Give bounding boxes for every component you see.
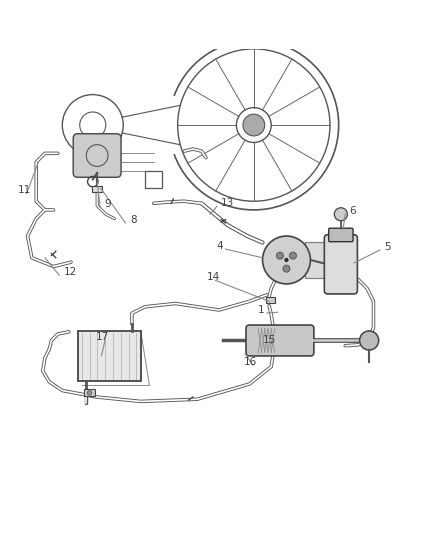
FancyBboxPatch shape (324, 235, 357, 294)
Bar (84, 390, 95, 396)
Text: 8: 8 (130, 215, 136, 225)
Text: 5: 5 (385, 242, 391, 252)
Bar (78, 330, 141, 381)
Circle shape (334, 208, 347, 221)
Circle shape (243, 114, 265, 136)
FancyBboxPatch shape (246, 325, 314, 356)
Text: 1: 1 (258, 305, 265, 315)
Text: 11: 11 (18, 185, 31, 196)
Text: 17: 17 (96, 333, 110, 343)
Text: 14: 14 (207, 272, 220, 282)
Circle shape (290, 252, 297, 259)
Text: 9: 9 (105, 199, 111, 209)
Text: 6: 6 (350, 206, 356, 216)
Bar (266, 297, 275, 303)
Text: 15: 15 (262, 335, 276, 345)
Text: 4: 4 (217, 241, 223, 251)
FancyBboxPatch shape (305, 241, 333, 278)
FancyBboxPatch shape (73, 134, 121, 177)
Circle shape (360, 331, 379, 350)
Circle shape (283, 265, 290, 272)
Circle shape (87, 391, 92, 395)
Text: 13: 13 (221, 198, 234, 208)
Bar (92, 186, 102, 192)
Circle shape (284, 258, 289, 262)
Circle shape (276, 252, 283, 259)
Text: 16: 16 (244, 357, 258, 367)
Text: 12: 12 (64, 267, 77, 277)
Circle shape (262, 236, 311, 284)
FancyBboxPatch shape (328, 228, 353, 241)
